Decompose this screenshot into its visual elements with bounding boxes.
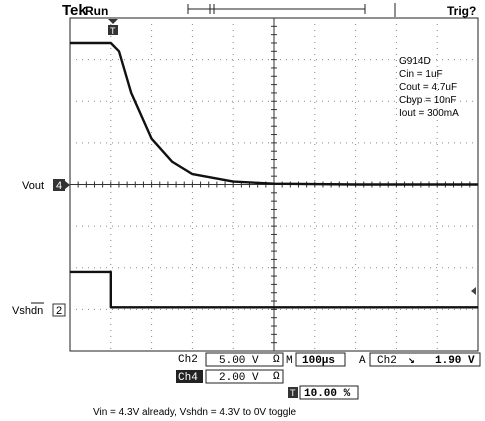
- trigger-level-value: 1.90 V: [435, 355, 475, 367]
- svg-text:T: T: [110, 26, 116, 36]
- ch2-ground-marker: Vshdn 2: [12, 302, 66, 317]
- ch2-volts-per-div: 5.00 V: [219, 355, 259, 367]
- trigger-source: Ch2: [377, 355, 397, 367]
- ch4-bw-icon: Ω: [273, 371, 280, 383]
- ch4-marker-number: 4: [56, 180, 62, 192]
- measurement-annotation: G914D Cin = 1uF Cout = 4.7uF Cbyp = 10nF Iou…: [399, 56, 459, 119]
- timebase-prefix: M: [286, 355, 293, 367]
- waveform-vout: [70, 41, 478, 186]
- ch2-bw-icon: Ω: [273, 354, 280, 366]
- annotation-line: Cin = 1uF: [399, 69, 443, 80]
- annotation-line: Iout = 300mA: [399, 108, 459, 119]
- ch4-volts-per-div: 2.00 V: [219, 372, 259, 384]
- trigger-position-value: 10.00 %: [304, 388, 351, 400]
- trigger-status: Trig?: [447, 4, 476, 18]
- ch4-label: Vout: [22, 180, 44, 192]
- record-position-bar: [187, 4, 366, 14]
- ch4-ground-marker: Vout 4: [22, 179, 70, 192]
- ch2-label: Vshdn: [12, 305, 43, 317]
- svg-text:T: T: [290, 388, 296, 398]
- trigger-mode: A: [359, 355, 366, 367]
- trigger-slope-icon: ↘: [408, 355, 415, 367]
- ch2-marker-number: 2: [56, 305, 62, 317]
- ch2-readout-name: Ch2: [178, 354, 198, 366]
- acq-state: Run: [85, 4, 108, 18]
- brand-logo: Tek: [62, 2, 87, 19]
- timebase-value: 100μs: [302, 355, 335, 367]
- figure-caption: Vin = 4.3V already, Vshdn = 4.3V to 0V t…: [93, 407, 297, 418]
- trigger-position-icon: T: [288, 387, 298, 398]
- annotation-line: G914D: [399, 56, 431, 67]
- trigger-position-marker: T: [108, 19, 118, 36]
- waveform-vshdn: [70, 270, 478, 309]
- waveform-traces: [70, 41, 478, 309]
- ch4-readout-name: Ch4: [178, 372, 198, 384]
- annotation-line: Cout = 4.7uF: [399, 82, 457, 93]
- annotation-line: Cbyp = 10nF: [399, 95, 457, 106]
- trigger-level-marker: [471, 287, 476, 295]
